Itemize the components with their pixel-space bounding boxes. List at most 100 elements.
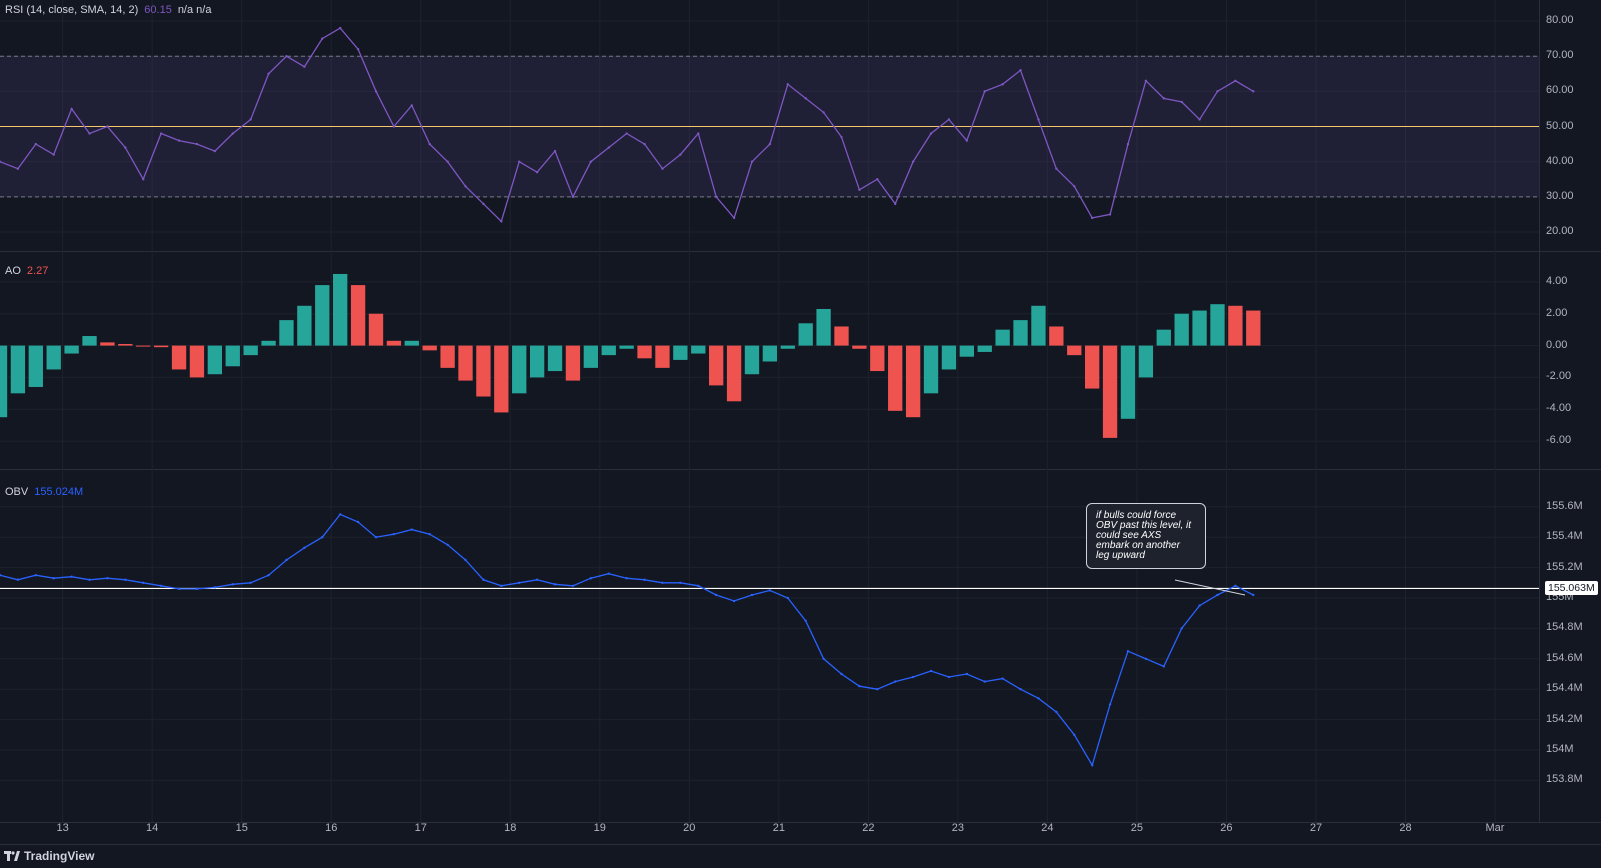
rsi-point [697,132,700,135]
x-tick-label: Mar [1485,822,1505,834]
rsi-y-tick-label: 60.00 [1546,84,1574,97]
rsi-point [428,142,431,146]
obv-point [1234,584,1237,588]
x-tick-label: 13 [56,822,69,834]
ao-bar [82,336,97,346]
obv-point [571,584,575,588]
rsi-point [1073,185,1076,188]
obv-legend[interactable]: OBV 155.024M [5,486,83,498]
obv-y-tick-label: 154.8M [1546,621,1583,634]
rsi-point [983,90,986,93]
obv-point [911,675,915,679]
obv-point [249,581,252,584]
rsi-point [679,153,682,156]
rsi-point [643,142,646,146]
obv-point [1162,665,1165,668]
obv-point [732,599,736,603]
ao-bar [100,342,115,346]
obv-point [607,572,610,575]
rsi-legend-title: RSI (14, close, SMA, 14, 2) [5,4,139,16]
ao-y-tick-label: 0.00 [1546,338,1568,351]
footer-bar: TradingView [0,844,1601,868]
tradingview-logo[interactable]: TradingView [4,849,94,863]
ao-bar [386,340,402,346]
ao-bar [279,320,294,346]
obv-point [553,583,557,586]
rsi-point [177,139,181,142]
ao-bar [726,345,742,402]
obv-point [285,558,288,562]
obv-point [983,680,986,683]
obv-annotation-callout[interactable]: if bulls could force OBV past this level… [1086,503,1206,569]
ao-bar [1102,345,1118,438]
obv-point [1073,733,1076,736]
x-tick-label: 19 [593,822,606,834]
obv-point [518,581,521,584]
ao-bar [0,345,8,418]
ao-bar [315,285,330,346]
obv-point [589,577,593,580]
rsi-point [876,178,879,181]
rsi-point [1180,100,1183,104]
rsi-point [1037,118,1040,121]
rsi-point [1252,90,1255,93]
ao-bar [46,345,61,370]
rsi-legend[interactable]: RSI (14, close, SMA, 14, 2) 60.15 n/a n/a [5,4,211,16]
obv-point [124,578,127,581]
rsi-point [1126,142,1130,146]
rsi-point [374,90,378,93]
obv-y-tick-label: 154.2M [1546,712,1583,725]
obv-point [106,577,109,580]
rsi-point [249,118,252,121]
ao-bar [637,345,652,359]
rsi-point [321,37,324,40]
ao-bar [709,345,724,386]
rsi-point [965,139,969,142]
rsi-point [804,97,807,100]
ao-bar [691,345,706,354]
ao-bar [64,345,79,354]
rsi-point [392,125,396,128]
obv-point [177,587,181,591]
rsi-point [52,153,55,156]
ao-bar [368,313,384,346]
obv-point [1144,657,1148,660]
obv-point [374,536,378,539]
obv-point [929,669,933,673]
obv-point [52,577,55,580]
ao-bar [153,345,169,348]
ao-bar [118,343,133,346]
ao-bar [959,345,974,357]
obv-point [88,578,91,581]
rsi-point [70,107,73,111]
obv-y-tick-label: 154M [1546,743,1574,755]
rsi-point [518,160,521,163]
x-tick-label: 18 [504,822,517,834]
rsi-point [732,216,736,220]
obv-point [535,578,539,581]
ao-bar [494,345,509,413]
ao-bar [476,345,491,397]
ao-bar [1192,310,1207,346]
rsi-point [911,160,915,163]
ao-bar [189,345,205,378]
obv-point [1198,604,1201,607]
obv-point [625,577,628,580]
ao-bar [547,345,563,372]
ao-bar [136,345,151,347]
rsi-point [535,171,539,174]
rsi-y-tick-label: 30.00 [1546,189,1574,202]
x-tick-label: 28 [1399,822,1412,834]
ao-bar [852,345,867,349]
rsi-point [947,118,951,121]
obv-y-tick-label: 154.6M [1546,651,1583,664]
rsi-point [894,202,897,206]
ao-bar [10,345,26,394]
ao-bar [565,345,581,381]
ao-legend[interactable]: AO 2.27 [5,265,48,277]
ao-bar [1049,326,1064,346]
rsi-point [446,160,449,163]
obv-point [1001,677,1004,680]
obv-point [679,581,682,584]
